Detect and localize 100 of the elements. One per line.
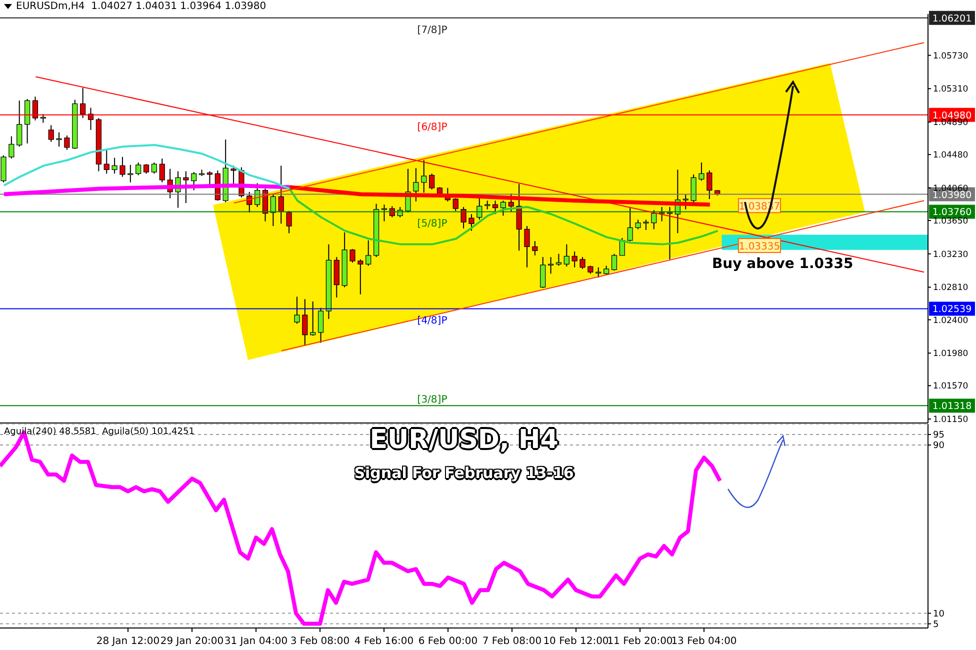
y-tick-label: 1.01150 xyxy=(933,415,968,426)
candlestick xyxy=(540,256,546,288)
y-tick-label: 1.01980 xyxy=(933,349,968,360)
y-tick-label: 1.03650 xyxy=(933,216,968,227)
candlestick xyxy=(706,170,712,200)
candlestick xyxy=(32,96,38,121)
candlestick xyxy=(421,160,427,194)
candlestick xyxy=(500,200,506,216)
candlestick xyxy=(690,174,696,204)
x-tick-label: 13 Feb 04:00 xyxy=(671,636,737,647)
ref-line-label: 1.03760 xyxy=(932,207,972,218)
candlestick xyxy=(56,132,62,148)
annotation: Buy above 1.0335 xyxy=(712,256,854,272)
candlestick xyxy=(270,194,276,227)
candlestick xyxy=(286,210,292,234)
candlestick xyxy=(508,192,514,212)
y-tick-label: 1.02400 xyxy=(933,316,968,326)
candlestick xyxy=(128,164,134,183)
candlestick xyxy=(682,194,688,210)
candlestick xyxy=(524,226,530,268)
x-tick-label: 7 Feb 08:00 xyxy=(482,636,542,647)
chart-title: EUR/USD, H4 xyxy=(370,425,558,455)
text: Signal For February 13-16 xyxy=(353,464,576,482)
candlestick xyxy=(350,248,356,264)
candlestick xyxy=(698,162,704,182)
ref-line-label: 1.01318 xyxy=(932,401,972,412)
line-series xyxy=(288,188,719,246)
line-series xyxy=(2,184,292,196)
y-tick-label: 5 xyxy=(933,620,939,630)
x-tick-label: 29 Jan 20:00 xyxy=(160,636,224,647)
candlestick xyxy=(8,136,14,160)
candlestick xyxy=(64,135,70,150)
candlestick xyxy=(666,206,673,260)
y-tick-label: 90 xyxy=(933,441,945,452)
y-tick-label: 1.03230 xyxy=(933,250,968,260)
annotation: Aguila(240) 48.5581 Aguila(50) 101.4251 xyxy=(4,427,194,437)
x-tick-label: 31 Jan 04:00 xyxy=(224,636,288,647)
candlestick xyxy=(302,298,308,346)
x-tick-label: 11 Feb 20:00 xyxy=(607,636,673,647)
candlestick xyxy=(564,244,570,268)
annotation: [6/8]P xyxy=(417,122,448,133)
candlestick xyxy=(120,156,126,178)
candlestick xyxy=(381,204,388,222)
candlestick xyxy=(16,100,22,148)
candlestick xyxy=(278,165,284,224)
x-tick-label: 4 Feb 16:00 xyxy=(354,636,414,647)
candlestick xyxy=(611,253,618,272)
text: EURUSDm,H4 1.04027 1.04031 1.03964 1.03980 xyxy=(16,0,266,13)
annotation: [4/8]P xyxy=(417,316,448,327)
annotation: [5/8]P xyxy=(417,218,448,230)
candlestick xyxy=(572,250,578,268)
candlestick xyxy=(183,170,189,204)
line-series xyxy=(2,144,291,190)
candlestick xyxy=(659,206,665,222)
x-tick-label: 6 Feb 00:00 xyxy=(418,636,478,647)
y-tick-label: 10 xyxy=(933,609,945,620)
annotation: 1.03335 xyxy=(738,242,780,252)
candlestick xyxy=(532,240,538,256)
x-tick-label: 28 Jan 12:00 xyxy=(96,636,160,647)
candlestick xyxy=(358,258,364,295)
candlestick xyxy=(635,219,641,230)
candlestick xyxy=(492,200,498,215)
candlestick xyxy=(104,148,110,174)
candlestick xyxy=(627,206,633,242)
candlestick xyxy=(0,154,6,183)
y-tick-label: 1.05730 xyxy=(933,51,968,62)
y-tick-label: 1.05310 xyxy=(933,84,968,95)
candlestick xyxy=(159,158,165,183)
annotation: [7/8]P xyxy=(417,24,448,36)
candlestick xyxy=(556,253,562,266)
candlestick xyxy=(80,87,86,119)
candlestick xyxy=(48,124,54,142)
candlestick xyxy=(191,172,197,191)
candlestick xyxy=(151,162,157,174)
candlestick xyxy=(651,210,657,230)
candlestick xyxy=(413,168,419,202)
candlestick xyxy=(310,300,316,336)
candlestick xyxy=(429,173,435,190)
x-tick-label: 3 Feb 08:00 xyxy=(290,636,350,647)
ref-line-label: 1.02539 xyxy=(932,304,972,316)
candlestick xyxy=(246,191,252,214)
candlestick xyxy=(294,296,300,324)
y-tick-label: 1.04480 xyxy=(933,150,968,161)
candlestick xyxy=(136,162,142,176)
candlestick xyxy=(643,219,649,231)
candlestick xyxy=(460,206,466,229)
candlestick xyxy=(366,240,372,266)
candlestick xyxy=(318,307,324,344)
candlestick xyxy=(596,266,602,278)
y-tick-label: 1.01570 xyxy=(933,382,968,392)
ref-line-label: 1.06201 xyxy=(932,13,972,24)
candlestick xyxy=(112,157,118,174)
x-tick-label: 10 Feb 12:00 xyxy=(543,636,609,647)
y-tick-label: 95 xyxy=(933,430,944,441)
candlestick xyxy=(24,98,30,144)
candlestick xyxy=(580,256,586,270)
candlestick xyxy=(452,198,458,212)
line-series xyxy=(288,185,712,207)
y-tick-label: 1.02810 xyxy=(933,283,968,294)
candlestick xyxy=(206,170,213,186)
